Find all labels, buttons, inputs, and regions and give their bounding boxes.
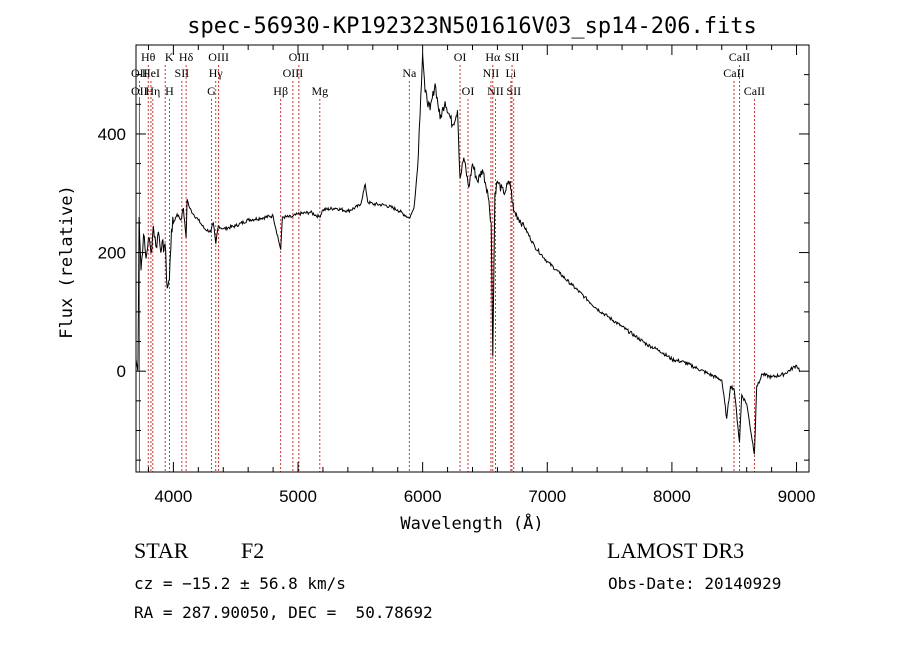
line-label-20: NII: [483, 66, 500, 80]
survey-name: LAMOST DR3: [607, 538, 745, 563]
line-label-2: OII: [131, 84, 148, 98]
y-axis-ticks: 0 200 400: [98, 44, 809, 461]
x-axis-label: Wavelength (Å): [400, 512, 543, 534]
line-label-24: SII: [506, 84, 521, 98]
line-label-4: Hη: [145, 84, 160, 98]
line-label-27: CaII: [744, 84, 765, 98]
coordinates: RA = 287.90050, DEC = 50.78692: [134, 603, 433, 622]
line-label-25: CaII: [729, 50, 750, 64]
line-label-23: Li: [506, 66, 517, 80]
line-label-7: H: [165, 84, 174, 98]
line-label-9: OIII: [208, 50, 229, 64]
observation-date: Obs-Date: 20140929: [608, 574, 782, 593]
line-label-8: Hδ: [179, 50, 194, 64]
line-label-22: SII: [505, 50, 520, 64]
line-label-5: K: [165, 50, 174, 64]
line-label-21: NII: [487, 84, 504, 98]
y-axis-label: Flux (relative): [57, 185, 77, 339]
line-label-26: CaII: [723, 66, 744, 80]
chart-title: spec-56930-KP192323N501616V03_sp14-206.f…: [187, 14, 757, 39]
x-tick-label-9000: 9000: [778, 487, 816, 506]
x-tick-label-4000: 4000: [154, 487, 192, 506]
emission-line-markers: [138, 65, 755, 472]
redshift-cz: cz = −15.2 ± 56.8 km/s: [134, 574, 346, 593]
line-label-3: HeI: [142, 66, 160, 80]
line-label-11: G: [207, 84, 216, 98]
x-tick-label-7000: 7000: [528, 487, 566, 506]
x-tick-label-5000: 5000: [279, 487, 317, 506]
line-label-17: OI: [454, 50, 467, 64]
line-label-10: Hγ: [209, 66, 224, 80]
y-tick-label-0: 0: [117, 362, 126, 381]
x-tick-label-8000: 8000: [653, 487, 691, 506]
x-tick-label-6000: 6000: [404, 487, 442, 506]
y-tick-label-400: 400: [98, 125, 126, 144]
line-label-14: OIII: [283, 66, 304, 80]
line-label-6: SII: [175, 66, 190, 80]
line-label-19: Hα: [485, 50, 501, 64]
y-tick-label-200: 200: [98, 244, 126, 263]
line-label-15: Mg: [311, 84, 328, 98]
spectrum-series-line: [135, 53, 801, 455]
plot-frame: [135, 44, 810, 473]
line-label-0: Hθ: [141, 50, 156, 64]
x-axis-ticks: 4000 5000 6000 7000 8000 9000: [147, 45, 816, 506]
line-label-12: Hβ: [273, 84, 288, 98]
line-label-18: OI: [462, 84, 475, 98]
line-label-16: Na: [402, 66, 417, 80]
object-class: STAR: [134, 538, 189, 563]
line-label-13: OIII: [289, 50, 310, 64]
line-label-1: OII: [131, 66, 148, 80]
object-subclass: F2: [241, 538, 265, 563]
